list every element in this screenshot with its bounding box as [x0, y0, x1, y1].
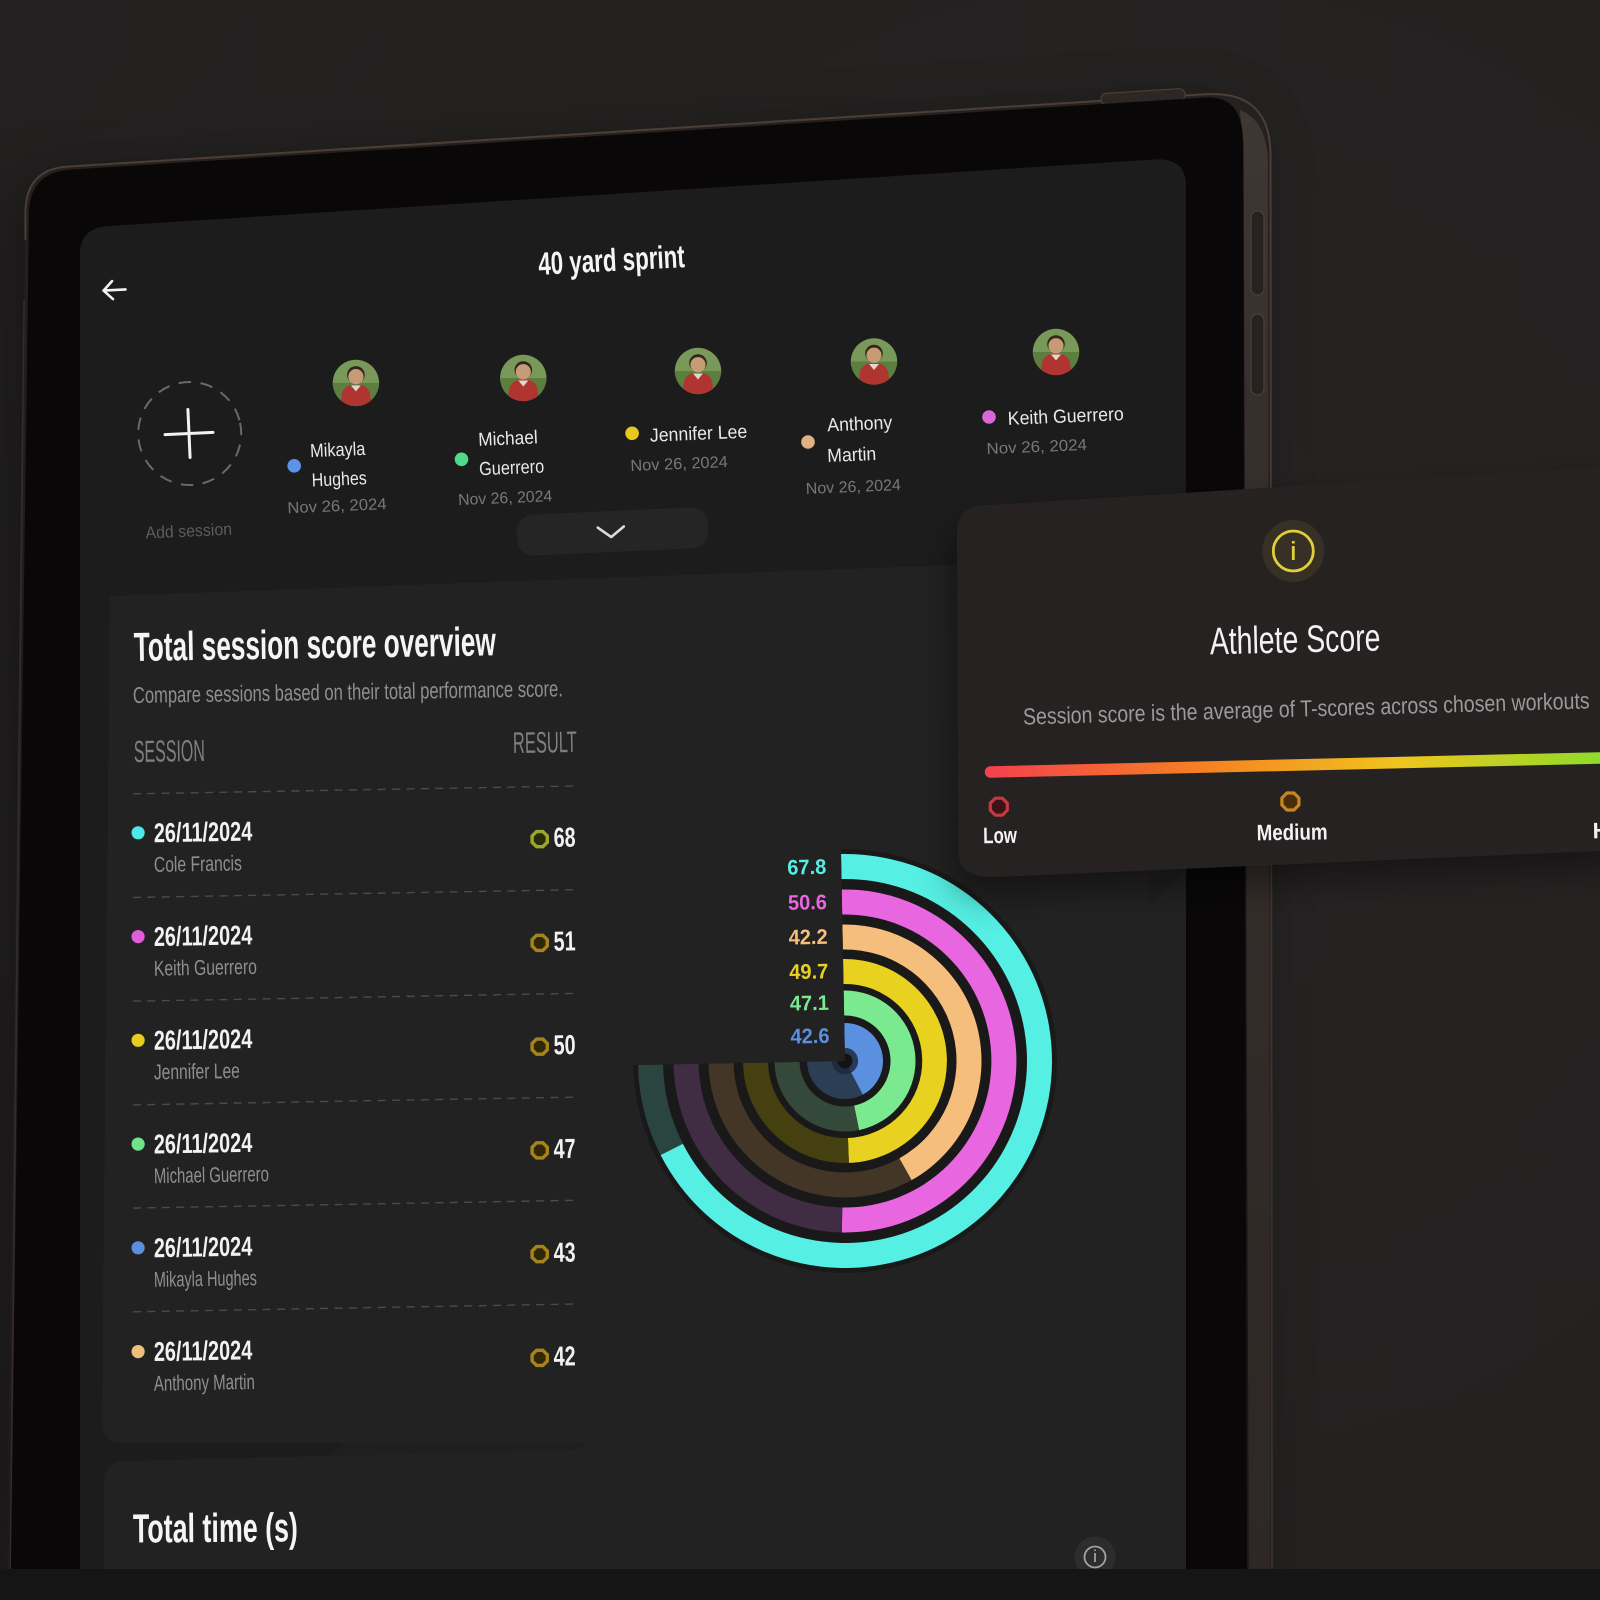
- svg-text:Keith Guerrero: Keith Guerrero: [154, 955, 257, 981]
- svg-text:26/11/2024: 26/11/2024: [154, 1023, 254, 1056]
- svg-text:Nov 26, 2024: Nov 26, 2024: [805, 477, 901, 498]
- svg-text:49.7: 49.7: [789, 960, 828, 984]
- svg-text:68: 68: [553, 822, 576, 853]
- svg-text:Hughes: Hughes: [311, 468, 367, 491]
- svg-text:47.1: 47.1: [790, 992, 830, 1016]
- svg-text:Keith Guerrero: Keith Guerrero: [1007, 404, 1124, 430]
- svg-text:Low: Low: [983, 823, 1017, 848]
- svg-text:26/11/2024: 26/11/2024: [154, 1334, 254, 1367]
- svg-text:Martin: Martin: [827, 444, 877, 467]
- svg-text:Mikayla: Mikayla: [310, 439, 366, 462]
- svg-text:26/11/2024: 26/11/2024: [154, 815, 254, 848]
- svg-text:Michael Guerrero: Michael Guerrero: [154, 1162, 269, 1188]
- svg-text:RESULT: RESULT: [513, 726, 578, 760]
- svg-text:Medium: Medium: [1256, 819, 1327, 845]
- svg-text:26/11/2024: 26/11/2024: [154, 1230, 254, 1263]
- svg-text:Nov 26, 2024: Nov 26, 2024: [630, 454, 728, 475]
- svg-text:51: 51: [553, 925, 576, 956]
- svg-text:26/11/2024: 26/11/2024: [154, 919, 254, 952]
- svg-text:Jennifer Lee: Jennifer Lee: [154, 1059, 240, 1084]
- svg-text:Guerrero: Guerrero: [479, 457, 545, 481]
- svg-text:Jennifer Lee: Jennifer Lee: [649, 422, 747, 447]
- svg-text:Anthony Martin: Anthony Martin: [154, 1370, 255, 1396]
- svg-text:Nov 26, 2024: Nov 26, 2024: [986, 437, 1087, 458]
- svg-text:Add session: Add session: [145, 520, 232, 543]
- svg-text:Hi: Hi: [1592, 818, 1600, 843]
- svg-text:50.6: 50.6: [788, 891, 827, 915]
- svg-text:40 yard sprint: 40 yard sprint: [537, 238, 685, 282]
- svg-text:42.2: 42.2: [788, 926, 827, 950]
- svg-text:Nov 26, 2024: Nov 26, 2024: [287, 496, 387, 517]
- svg-text:42: 42: [553, 1340, 576, 1371]
- svg-text:26/11/2024: 26/11/2024: [154, 1127, 254, 1160]
- svg-text:Mikayla Hughes: Mikayla Hughes: [154, 1266, 257, 1292]
- svg-text:67.8: 67.8: [787, 856, 827, 880]
- svg-text:Total session score overview: Total session score overview: [133, 618, 496, 670]
- svg-text:Athlete Score: Athlete Score: [1209, 616, 1381, 663]
- svg-text:42.6: 42.6: [790, 1025, 829, 1049]
- svg-text:SESSION: SESSION: [134, 734, 206, 769]
- svg-text:Anthony: Anthony: [827, 413, 893, 437]
- svg-text:Nov 26, 2024: Nov 26, 2024: [458, 488, 553, 509]
- svg-text:50: 50: [553, 1029, 576, 1060]
- svg-text:43: 43: [553, 1237, 576, 1268]
- svg-text:Cole Francis: Cole Francis: [154, 851, 242, 877]
- svg-text:47: 47: [553, 1133, 576, 1164]
- svg-text:Michael: Michael: [478, 427, 538, 450]
- svg-text:Total time (s): Total time (s): [133, 1504, 298, 1551]
